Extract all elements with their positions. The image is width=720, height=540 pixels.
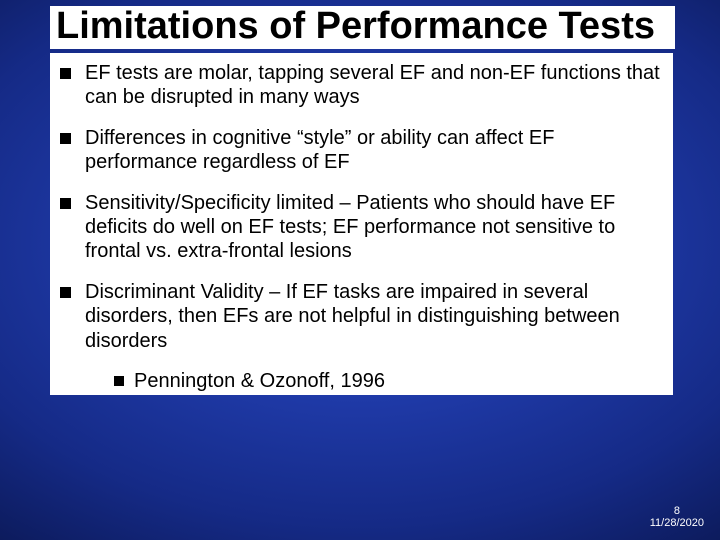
bullet-text: Differences in cognitive “style” or abil…: [85, 126, 665, 175]
bullet-item: Discriminant Validity – If EF tasks are …: [58, 280, 665, 353]
sub-bullet-item: Pennington & Ozonoff, 1996: [58, 369, 665, 393]
slide-title: Limitations of Performance Tests: [56, 6, 671, 47]
body-panel: EF tests are molar, tapping several EF a…: [50, 53, 673, 395]
square-bullet-icon: [60, 287, 71, 298]
slide-footer: 8 11/28/2020: [650, 505, 704, 530]
bullet-text: Sensitivity/Specificity limited – Patien…: [85, 191, 665, 264]
square-bullet-icon: [60, 68, 71, 79]
square-bullet-icon: [114, 376, 124, 386]
content-area: Limitations of Performance Tests EF test…: [50, 0, 670, 395]
bullet-item: Differences in cognitive “style” or abil…: [58, 126, 665, 175]
sub-bullet-text: Pennington & Ozonoff, 1996: [134, 369, 385, 393]
slide-date: 11/28/2020: [650, 517, 704, 530]
title-panel: Limitations of Performance Tests: [50, 6, 675, 49]
bullet-item: EF tests are molar, tapping several EF a…: [58, 61, 665, 110]
square-bullet-icon: [60, 198, 71, 209]
slide-number: 8: [650, 505, 704, 518]
bullet-text: EF tests are molar, tapping several EF a…: [85, 61, 665, 110]
slide: Limitations of Performance Tests EF test…: [0, 0, 720, 540]
bullet-text: Discriminant Validity – If EF tasks are …: [85, 280, 665, 353]
square-bullet-icon: [60, 133, 71, 144]
bullet-item: Sensitivity/Specificity limited – Patien…: [58, 191, 665, 264]
